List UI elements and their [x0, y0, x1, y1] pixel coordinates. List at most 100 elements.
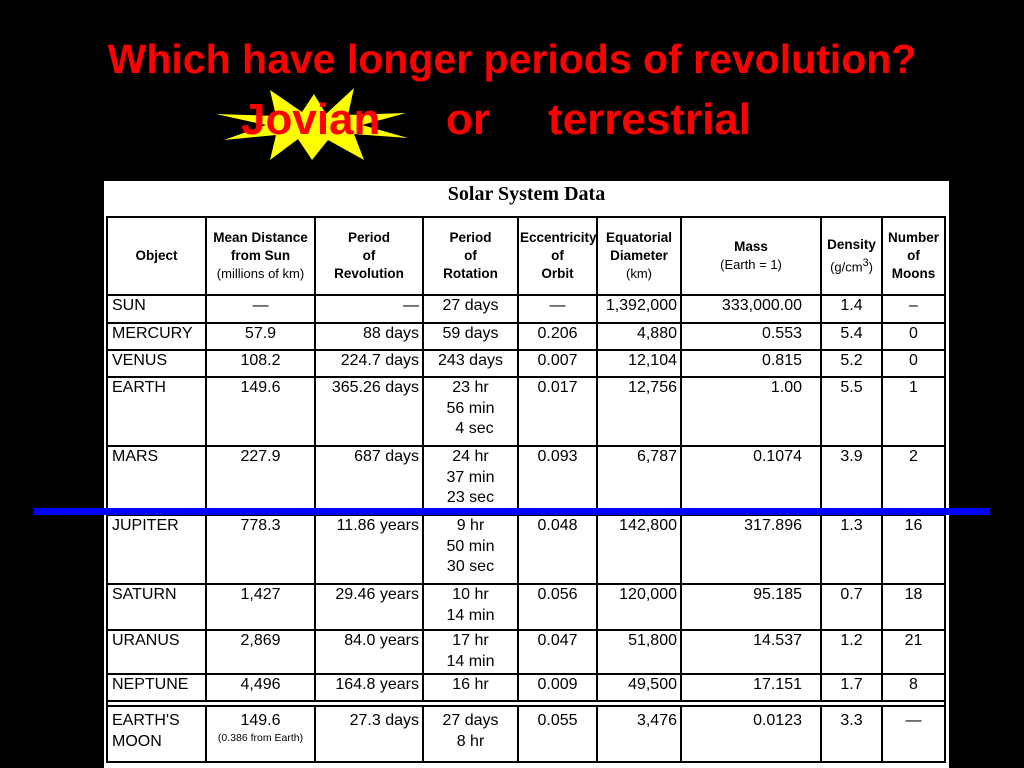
- cell-density: 5.2: [820, 349, 883, 378]
- table-row: SUN — — 27 days — 1,392,000 333,000.00 1…: [106, 294, 946, 324]
- cell-density: 0.7: [820, 583, 883, 631]
- cell-diameter: 49,500: [596, 673, 682, 702]
- cell-revolution: 365.26 days: [314, 376, 424, 447]
- cell-diameter: 1,392,000: [596, 294, 682, 324]
- cell-object: SUN: [106, 294, 207, 324]
- cell-rotation: 9 hr 50 min 30 sec: [422, 514, 519, 585]
- cell-diameter: 142,800: [596, 514, 682, 585]
- cell-density: 1.2: [820, 629, 883, 675]
- col-moons: Number of Moons: [881, 216, 946, 296]
- cell-distance: 778.3: [205, 514, 316, 585]
- cell-diameter: 6,787: [596, 445, 682, 516]
- col-rotation: Period of Rotation: [422, 216, 519, 296]
- cell-revolution: —: [314, 294, 424, 324]
- cell-density: 5.4: [820, 322, 883, 351]
- cell-revolution: 164.8 years: [314, 673, 424, 702]
- cell-distance: 149.6: [205, 376, 316, 447]
- col-eccentricity: Eccentricity of Orbit: [517, 216, 598, 296]
- cell-eccentricity: —: [517, 294, 598, 324]
- table-row: SATURN 1,427 29.46 years 10 hr 14 min 0.0…: [106, 583, 946, 631]
- cell-revolution: 88 days: [314, 322, 424, 351]
- col-revolution: Period of Revolution: [314, 216, 424, 296]
- cell-rotation: 27 days 8 hr: [422, 705, 519, 763]
- cell-diameter: 4,880: [596, 322, 682, 351]
- cell-mass: 95.185: [680, 583, 822, 631]
- jovian-terrestrial-divider: [34, 508, 990, 515]
- cell-eccentricity: 0.206: [517, 322, 598, 351]
- cell-revolution: 84.0 years: [314, 629, 424, 675]
- cell-mass: 14.537: [680, 629, 822, 675]
- cell-density: 1.4: [820, 294, 883, 324]
- col-density: Density (g/cm3): [820, 216, 883, 296]
- cell-diameter: 3,476: [596, 705, 682, 763]
- cell-distance: 149.6 (0.386 from Earth): [205, 705, 316, 763]
- cell-density: 3.3: [820, 705, 883, 763]
- cell-mass: 0.1074: [680, 445, 822, 516]
- data-sheet: Solar System Data Object Mean Distance fr…: [104, 181, 949, 768]
- cell-density: 3.9: [820, 445, 883, 516]
- cell-distance: 1,427: [205, 583, 316, 631]
- cell-diameter: 12,104: [596, 349, 682, 378]
- table-row: JUPITER 778.3 11.86 years 9 hr 50 min 30 s…: [106, 514, 946, 585]
- cell-revolution: 29.46 years: [314, 583, 424, 631]
- cell-eccentricity: 0.047: [517, 629, 598, 675]
- cell-moons: —: [881, 705, 946, 763]
- cell-rotation: 24 hr 37 min 23 sec: [422, 445, 519, 516]
- cell-mass: 333,000.00: [680, 294, 822, 324]
- cell-mass: 1.00: [680, 376, 822, 447]
- cell-mass: 317.896: [680, 514, 822, 585]
- cell-moons: 0: [881, 349, 946, 378]
- cell-mass: 0.553: [680, 322, 822, 351]
- cell-mass: 0.0123: [680, 705, 822, 763]
- cell-revolution: 27.3 days: [314, 705, 424, 763]
- starburst-icon: [216, 88, 408, 160]
- cell-revolution: 687 days: [314, 445, 424, 516]
- cell-eccentricity: 0.007: [517, 349, 598, 378]
- cell-moons: 18: [881, 583, 946, 631]
- cell-distance: 108.2: [205, 349, 316, 378]
- cell-eccentricity: 0.048: [517, 514, 598, 585]
- table-row: MARS 227.9 687 days 24 hr 37 min 23 sec 0.…: [106, 445, 946, 516]
- cell-rotation: 59 days: [422, 322, 519, 351]
- cell-eccentricity: 0.009: [517, 673, 598, 702]
- cell-rotation: 243 days: [422, 349, 519, 378]
- cell-diameter: 120,000: [596, 583, 682, 631]
- table-row: VENUS 108.2 224.7 days 243 days 0.007 12…: [106, 349, 946, 378]
- table-title: Solar System Data: [447, 183, 606, 205]
- cell-diameter: 12,756: [596, 376, 682, 447]
- cell-rotation: 10 hr 14 min: [422, 583, 519, 631]
- slide-title: Which have longer periods of revolution?: [107, 36, 917, 82]
- cell-mass: 17.151: [680, 673, 822, 702]
- option-or: or: [446, 95, 490, 144]
- cell-object: JUPITER: [106, 514, 207, 585]
- cell-object: MARS: [106, 445, 207, 516]
- cell-eccentricity: 0.017: [517, 376, 598, 447]
- cell-eccentricity: 0.093: [517, 445, 598, 516]
- table-row: EARTH 149.6 365.26 days 23 hr 56 min 4 sec…: [106, 376, 946, 447]
- option-jovian: Jovian: [241, 95, 381, 144]
- col-diameter: Equatorial Diameter (km): [596, 216, 682, 296]
- option-terrestrial: terrestrial: [548, 95, 752, 144]
- cell-eccentricity: 0.055: [517, 705, 598, 763]
- cell-object: EARTH: [106, 376, 207, 447]
- table-row: URANUS 2,869 84.0 years 17 hr 14 min 0.04…: [106, 629, 946, 675]
- cell-moons: –: [881, 294, 946, 324]
- cell-object: NEPTUNE: [106, 673, 207, 702]
- cell-rotation: 17 hr 14 min: [422, 629, 519, 675]
- cell-rotation: 16 hr: [422, 673, 519, 702]
- cell-rotation: 23 hr 56 min 4 sec: [422, 376, 519, 447]
- row-spacer: [106, 700, 946, 707]
- cell-density: 1.3: [820, 514, 883, 585]
- cell-density: 1.7: [820, 673, 883, 702]
- cell-rotation: 27 days: [422, 294, 519, 324]
- cell-diameter: 51,800: [596, 629, 682, 675]
- col-object: Object: [106, 216, 207, 296]
- cell-object: VENUS: [106, 349, 207, 378]
- cell-moons: 2: [881, 445, 946, 516]
- cell-distance: 4,496: [205, 673, 316, 702]
- cell-distance: 2,869: [205, 629, 316, 675]
- cell-object: SATURN: [106, 583, 207, 631]
- cell-moons: 16: [881, 514, 946, 585]
- cell-distance: 57.9: [205, 322, 316, 351]
- cell-density: 5.5: [820, 376, 883, 447]
